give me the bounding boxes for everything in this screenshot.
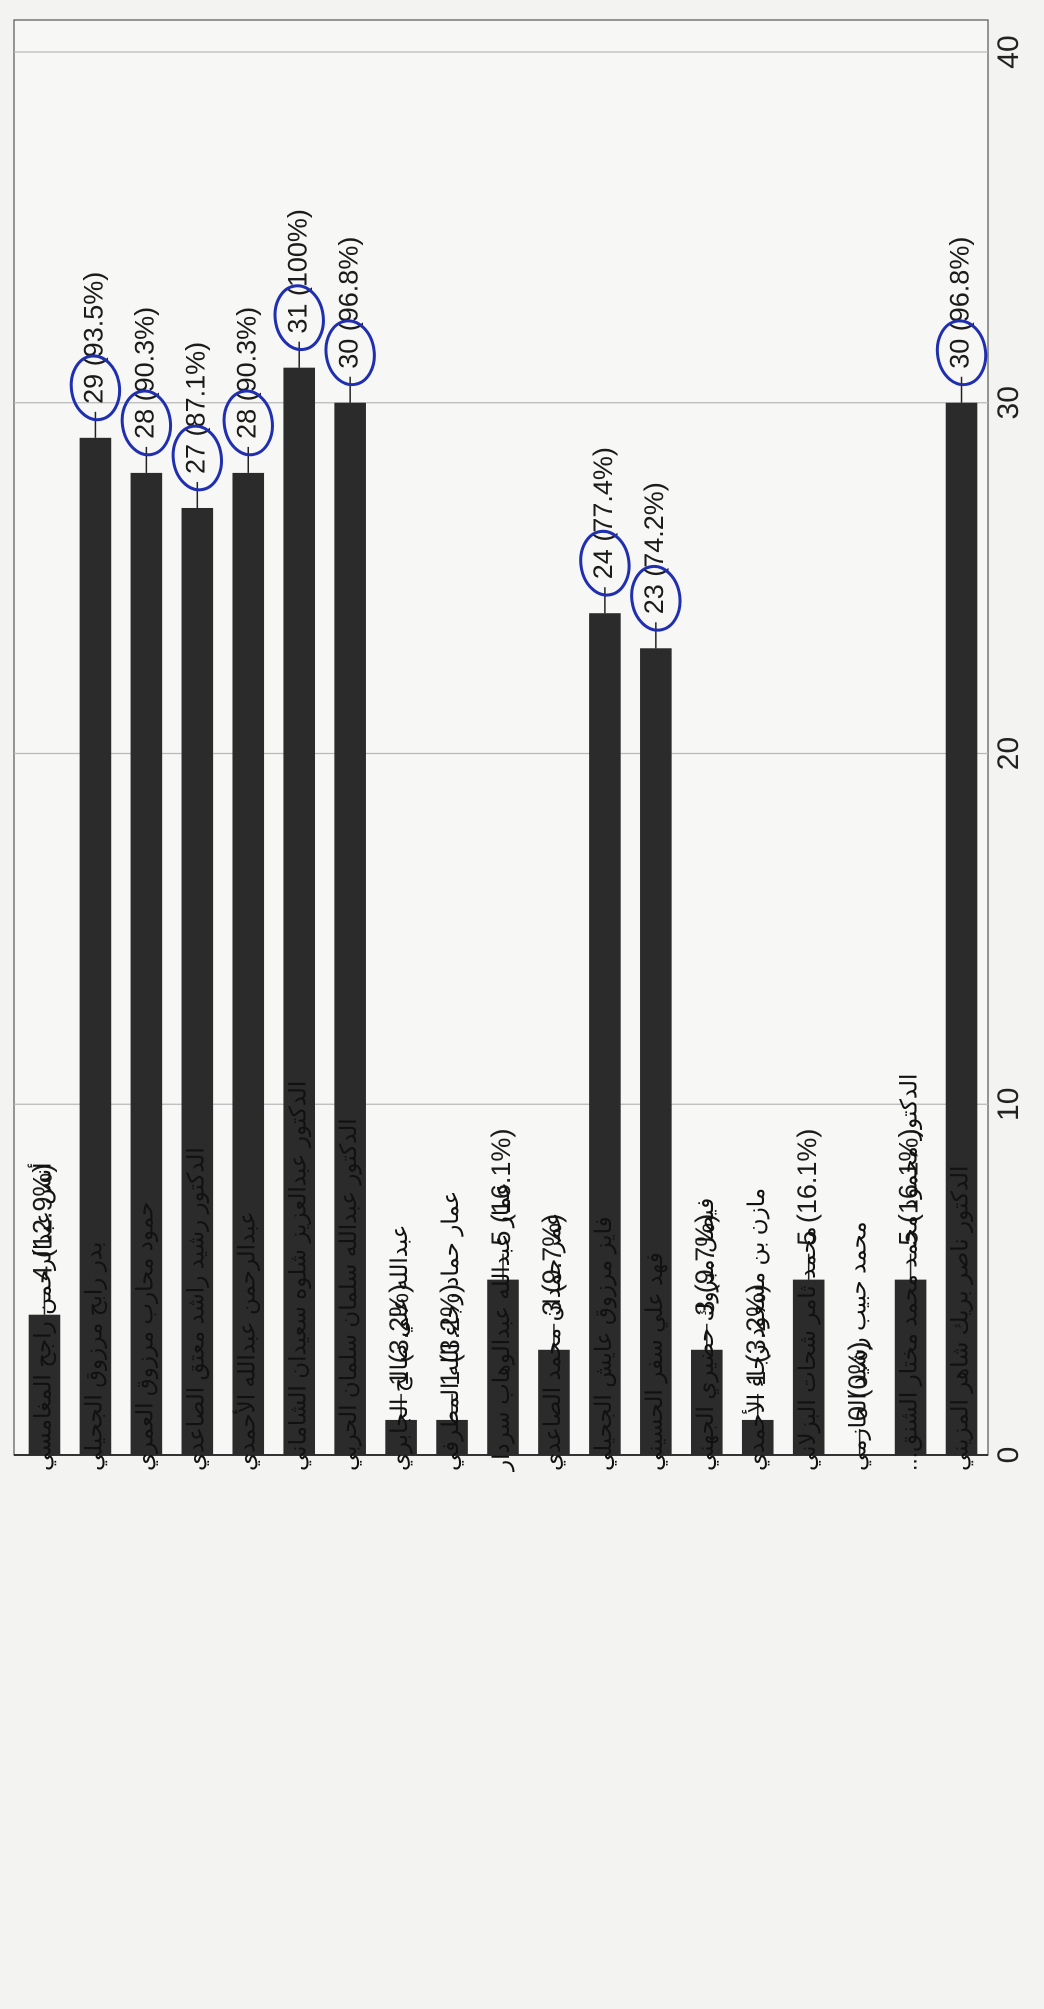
data-label: 30 (96.8%) [945, 237, 975, 369]
tick-label: 10 [992, 1088, 1025, 1121]
category-label: عمار عبدالله عبدالوهاب سردار [488, 1182, 515, 1472]
category-label: الدكتور محمود محمد محمد مختار الشنق... [896, 1074, 923, 1471]
category-label: عبدالرحمن عبدالله الأحمدي [232, 1211, 260, 1471]
category-label: الدكتور عبدالعزيز شلوه سعيدان الشاماني [284, 1081, 311, 1471]
data-label: 30 (96.8%) [333, 237, 363, 369]
category-label: الدكتور عبدالله سلمان سلمان الحربي [335, 1118, 362, 1471]
data-label: 5 (16.1%) [792, 1129, 822, 1246]
data-label: 0 (0%) [843, 1341, 873, 1421]
category-label: فايز مرزوق عايش الجحيلي [590, 1216, 617, 1471]
data-label: 5 (16.1%) [894, 1129, 924, 1246]
plot-frame [13, 19, 989, 1456]
data-label: 1 (3.2%) [741, 1284, 771, 1386]
bar [130, 472, 163, 1455]
data-label: 1 (3.2%) [384, 1284, 414, 1386]
data-label: 24 (77.4%) [588, 447, 618, 579]
category-label: محمد حبيب رشيد الحازمي [845, 1221, 872, 1471]
data-label: 4 (12.9%) [28, 1164, 58, 1281]
category-label: عمر حمدان محمد الصاعدي [539, 1213, 566, 1471]
bar [589, 613, 621, 1455]
hand-drawn-circle [273, 284, 325, 352]
category-label: أنس عبدالرحمن راجح المغامسي [28, 1162, 57, 1471]
data-label: 28 (90.3%) [129, 307, 159, 439]
bar [232, 472, 265, 1455]
category-label: محمد ثامر شحات البزلاني [794, 1226, 821, 1471]
hand-drawn-circle [630, 564, 682, 632]
tick-label: 20 [992, 737, 1025, 770]
bar [640, 648, 672, 1455]
data-label: 27 (87.1%) [180, 342, 210, 474]
data-label: 23 (74.2%) [639, 482, 669, 614]
bar [436, 1419, 468, 1455]
data-label: 31 (100%) [282, 209, 312, 334]
plot-area: 0 10 20 30 40 4 (12.9%)أنس عبدالرحمن راجح الم… [13, 19, 1025, 1472]
bar [741, 1419, 774, 1455]
data-label: 29 (93.5%) [79, 272, 109, 404]
hand-drawn-circle [120, 389, 173, 457]
bar [945, 402, 978, 1455]
category-label: عمار حماد رجاء الله المطرفي [437, 1191, 464, 1471]
bar [79, 437, 112, 1455]
hand-drawn-circle [222, 389, 274, 457]
bar [385, 1419, 417, 1455]
tick-label: 30 [992, 386, 1025, 419]
category-label: الدكتور ناصر بريك شاهر المزيني [947, 1166, 974, 1471]
hand-drawn-circle [324, 319, 376, 387]
data-label: 5 (16.1%) [486, 1129, 516, 1246]
bar [283, 367, 316, 1455]
category-label: بدر رابح مرزوق الجحيلي [80, 1242, 107, 1471]
bar [792, 1279, 825, 1455]
hand-drawn-circle [935, 319, 988, 387]
category-label: الدكتور رشيد راشد معتق الصاعدي [182, 1147, 209, 1471]
bar [538, 1349, 570, 1455]
bar [28, 1314, 61, 1455]
category-label: حمود محارب مرزوق العمري [131, 1202, 158, 1471]
category-label: فهد علي سفر الحسيني [641, 1252, 668, 1471]
data-label: 1 (3.2%) [435, 1284, 465, 1386]
category-label: مازن بن مسعود رجاء الأحمدي [742, 1188, 770, 1471]
tick-label: 0 [992, 1447, 1025, 1464]
bar [894, 1279, 927, 1455]
category-label: عبدالله علي صالح الجابري [386, 1225, 413, 1472]
category-label: فيصل مبروك حضيري الجهني [692, 1198, 719, 1471]
data-label: 3 (9.7%) [537, 1214, 567, 1316]
hand-drawn-circle [171, 424, 223, 492]
data-label: 3 (9.7%) [690, 1214, 720, 1316]
hand-drawn-circle [69, 354, 122, 422]
bar [334, 402, 366, 1455]
bar [181, 507, 214, 1456]
tick-label: 40 [992, 35, 1025, 68]
data-label: 28 (90.3%) [231, 307, 261, 439]
bar [690, 1349, 723, 1455]
bar [487, 1279, 519, 1455]
hand-drawn-circle [579, 529, 631, 597]
